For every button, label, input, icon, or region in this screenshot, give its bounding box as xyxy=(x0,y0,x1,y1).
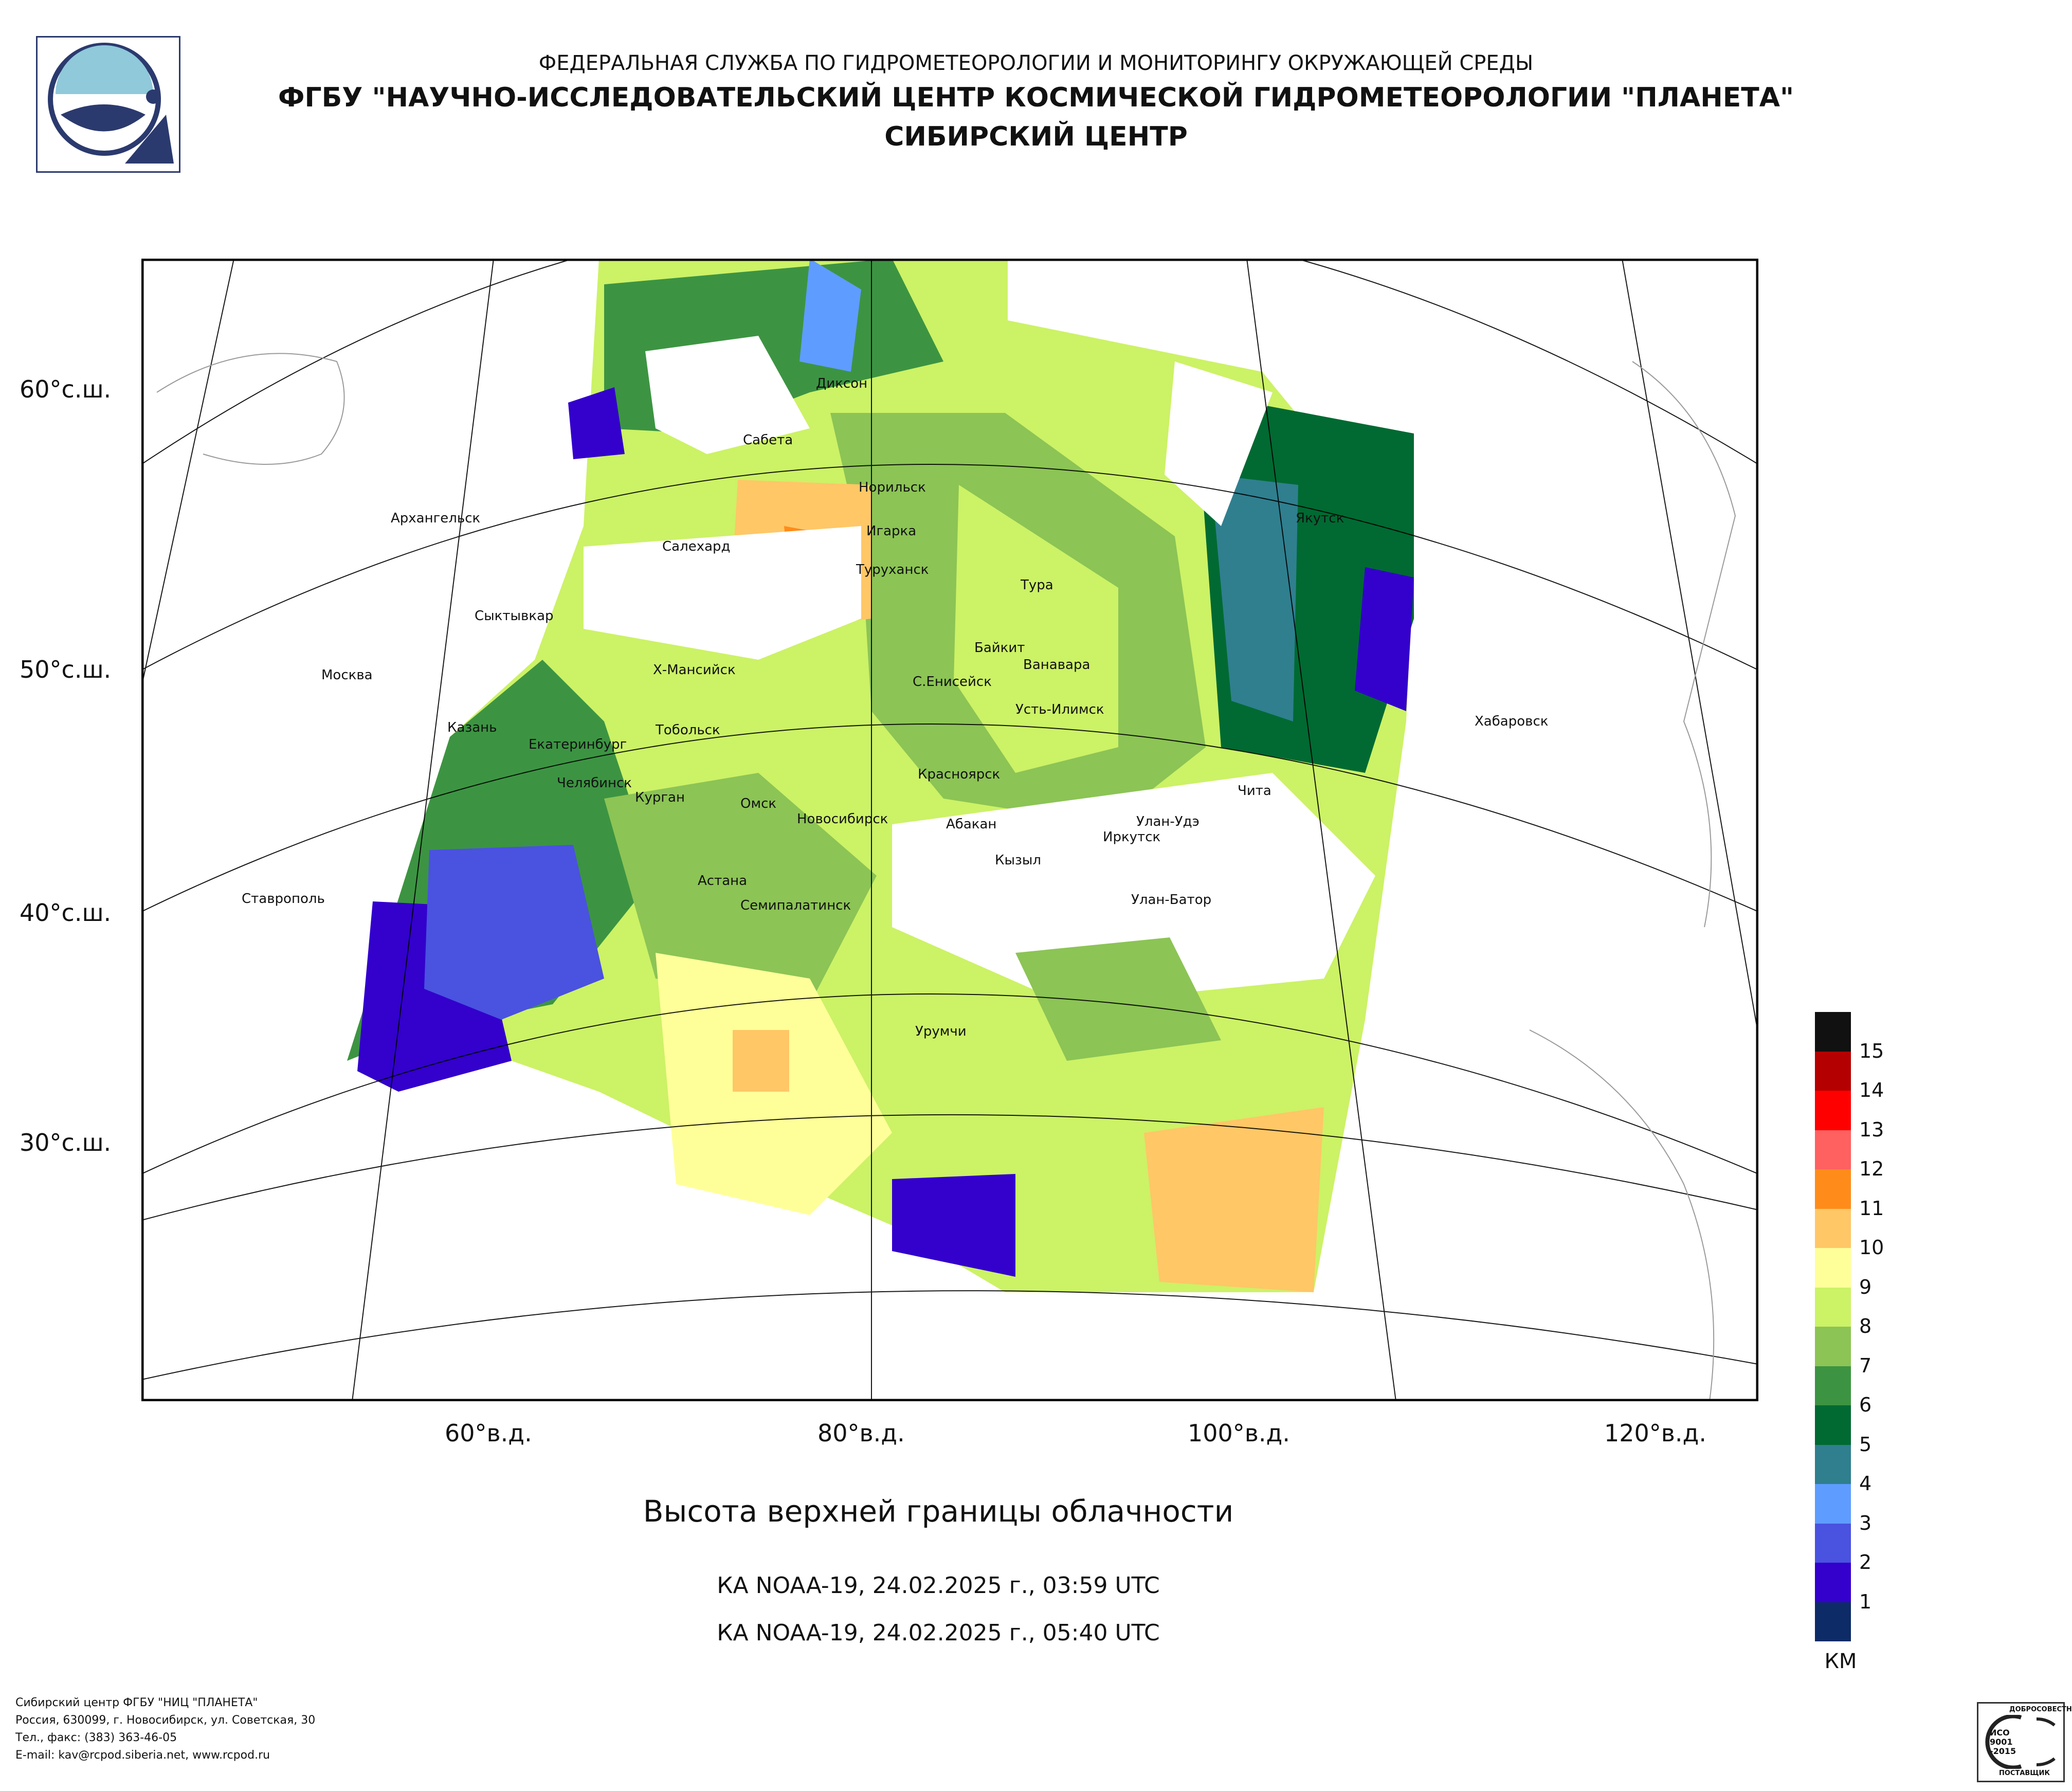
city-label: Новосибирск xyxy=(797,811,888,827)
center-name: ФГБУ "НАУЧНО-ИССЛЕДОВАТЕЛЬСКИЙ ЦЕНТР КОС… xyxy=(278,82,1794,113)
city-label: Салехард xyxy=(662,539,731,554)
city-label: Х-Мансийск xyxy=(653,662,736,678)
city-label: Байкит xyxy=(974,640,1025,656)
latitude-label: 40°с.ш. xyxy=(20,899,112,927)
colorbar-swatch xyxy=(1815,1012,1851,1052)
colorbar xyxy=(1815,1012,1851,1641)
city-label: Усть-Илимск xyxy=(1015,702,1104,717)
latitude-label: 60°с.ш. xyxy=(20,375,112,403)
coastlines xyxy=(156,353,1736,1401)
colorbar-label: 1 xyxy=(1859,1590,1872,1613)
colorbar-swatch xyxy=(1815,1287,1851,1327)
certificate-bottom-text: ПОСТАВЩИК xyxy=(1999,1769,2050,1777)
colorbar-swatch xyxy=(1815,1169,1851,1209)
colorbar-label: 6 xyxy=(1859,1394,1872,1416)
city-label: Абакан xyxy=(946,817,997,832)
city-label: Норильск xyxy=(859,480,926,495)
colorbar-label: 13 xyxy=(1859,1118,1884,1141)
certificate-code: ИСО 9001 -2015 xyxy=(1990,1728,2016,1756)
footer-line: Россия, 630099, г. Новосибирск, ул. Сове… xyxy=(15,1714,316,1727)
colorbar-swatch xyxy=(1815,1444,1851,1484)
city-label: Москва xyxy=(321,667,373,683)
colorbar-swatch xyxy=(1815,1248,1851,1288)
city-label: Чита xyxy=(1238,783,1271,799)
city-label: Иркутск xyxy=(1103,829,1161,845)
satellite-swath xyxy=(347,259,1414,1292)
city-label: Тура xyxy=(1021,577,1053,593)
colorbar-label: 10 xyxy=(1859,1236,1884,1259)
colorbar-swatch xyxy=(1815,1208,1851,1248)
certificate-top-text: ДОБРОСОВЕСТНЫЙ xyxy=(2009,1706,2072,1713)
city-label: Семипалатинск xyxy=(740,898,851,913)
colorbar-swatch xyxy=(1815,1130,1851,1169)
colorbar-unit: КМ xyxy=(1824,1650,1857,1673)
colorbar-label: 7 xyxy=(1859,1354,1872,1377)
city-label: Омск xyxy=(740,796,777,811)
colorbar-label: 2 xyxy=(1859,1551,1872,1573)
city-label: Хабаровск xyxy=(1475,714,1549,729)
colorbar-swatch xyxy=(1815,1602,1851,1641)
colorbar-label: 4 xyxy=(1859,1472,1872,1495)
colorbar-label: 3 xyxy=(1859,1512,1872,1534)
city-label: Сабета xyxy=(743,432,793,448)
colorbar-label: 9 xyxy=(1859,1276,1872,1298)
city-label: Улан-Удэ xyxy=(1136,814,1199,829)
city-label: Улан-Батор xyxy=(1131,892,1212,908)
longitude-label: 60°в.д. xyxy=(445,1419,532,1447)
colorbar-label: 12 xyxy=(1859,1157,1884,1180)
latitude-label: 50°с.ш. xyxy=(20,656,112,683)
city-label: Астана xyxy=(698,873,748,889)
city-label: Якутск xyxy=(1296,511,1344,526)
longitude-label: 80°в.д. xyxy=(817,1419,905,1447)
city-label: Курган xyxy=(635,790,685,805)
city-label: Ставрополь xyxy=(242,891,325,907)
latitude-label: 30°с.ш. xyxy=(20,1129,112,1156)
cloud-top-height-map: Диксон Сабета Норильск Игарка Архангельс… xyxy=(141,258,1759,1403)
city-label: Екатеринбург xyxy=(529,737,627,752)
branch-name: СИБИРСКИЙ ЦЕНТР xyxy=(884,121,1188,152)
colorbar-label: 15 xyxy=(1859,1040,1884,1062)
satellite-pass: КА NOAA-19, 24.02.2025 г., 03:59 UTC xyxy=(717,1572,1160,1599)
satellite-pass: КА NOAA-19, 24.02.2025 г., 05:40 UTC xyxy=(717,1620,1160,1646)
colorbar-label: 8 xyxy=(1859,1315,1872,1337)
footer-contacts: Сибирский центр ФГБУ "НИЦ "ПЛАНЕТА" Росс… xyxy=(15,1694,315,1764)
longitude-label: 100°в.д. xyxy=(1188,1419,1290,1447)
colorbar-swatch xyxy=(1815,1091,1851,1130)
city-label: Красноярск xyxy=(918,767,1001,782)
longitude-label: 120°в.д. xyxy=(1604,1419,1706,1447)
city-label: Кызыл xyxy=(995,853,1041,868)
city-label: Диксон xyxy=(816,376,868,391)
footer-line: Тел., факс: (383) 363-46-05 xyxy=(15,1731,177,1744)
city-label: Казань xyxy=(447,720,497,735)
colorbar-swatch xyxy=(1815,1327,1851,1366)
colorbar-swatch xyxy=(1815,1484,1851,1524)
city-label: Туруханск xyxy=(856,562,929,577)
iso-certificate-badge: ДОБРОСОВЕСТНЫЙ ИСО 9001 -2015 ПОСТАВЩИК xyxy=(1977,1702,2072,1782)
city-label: Архангельск xyxy=(391,511,481,526)
colorbar-swatch xyxy=(1815,1523,1851,1563)
city-label: С.Енисейск xyxy=(913,674,992,690)
product-title: Высота верхней границы облачности xyxy=(643,1494,1234,1529)
colorbar-label: 14 xyxy=(1859,1079,1884,1101)
graticule xyxy=(141,259,1758,1401)
agency-name: ФЕДЕРАЛЬНАЯ СЛУЖБА ПО ГИДРОМЕТЕОРОЛОГИИ … xyxy=(538,51,1534,75)
city-label: Игарка xyxy=(866,523,917,539)
city-label: Сыктывкар xyxy=(475,608,554,624)
colorbar-swatch xyxy=(1815,1051,1851,1091)
colorbar-swatch xyxy=(1815,1563,1851,1602)
colorbar-label: 11 xyxy=(1859,1197,1884,1220)
city-label: Ванавара xyxy=(1023,657,1090,673)
colorbar-label: 5 xyxy=(1859,1433,1872,1456)
city-label: Урумчи xyxy=(915,1024,967,1039)
colorbar-swatch xyxy=(1815,1366,1851,1405)
planeta-logo xyxy=(36,36,180,173)
colorbar-swatch xyxy=(1815,1405,1851,1445)
footer-line: Сибирский центр ФГБУ "НИЦ "ПЛАНЕТА" xyxy=(15,1696,258,1709)
city-label: Челябинск xyxy=(557,775,632,791)
city-label: Тобольск xyxy=(656,722,720,738)
footer-line: E-mail: kav@rcpod.siberia.net, www.rcpod… xyxy=(15,1749,270,1762)
